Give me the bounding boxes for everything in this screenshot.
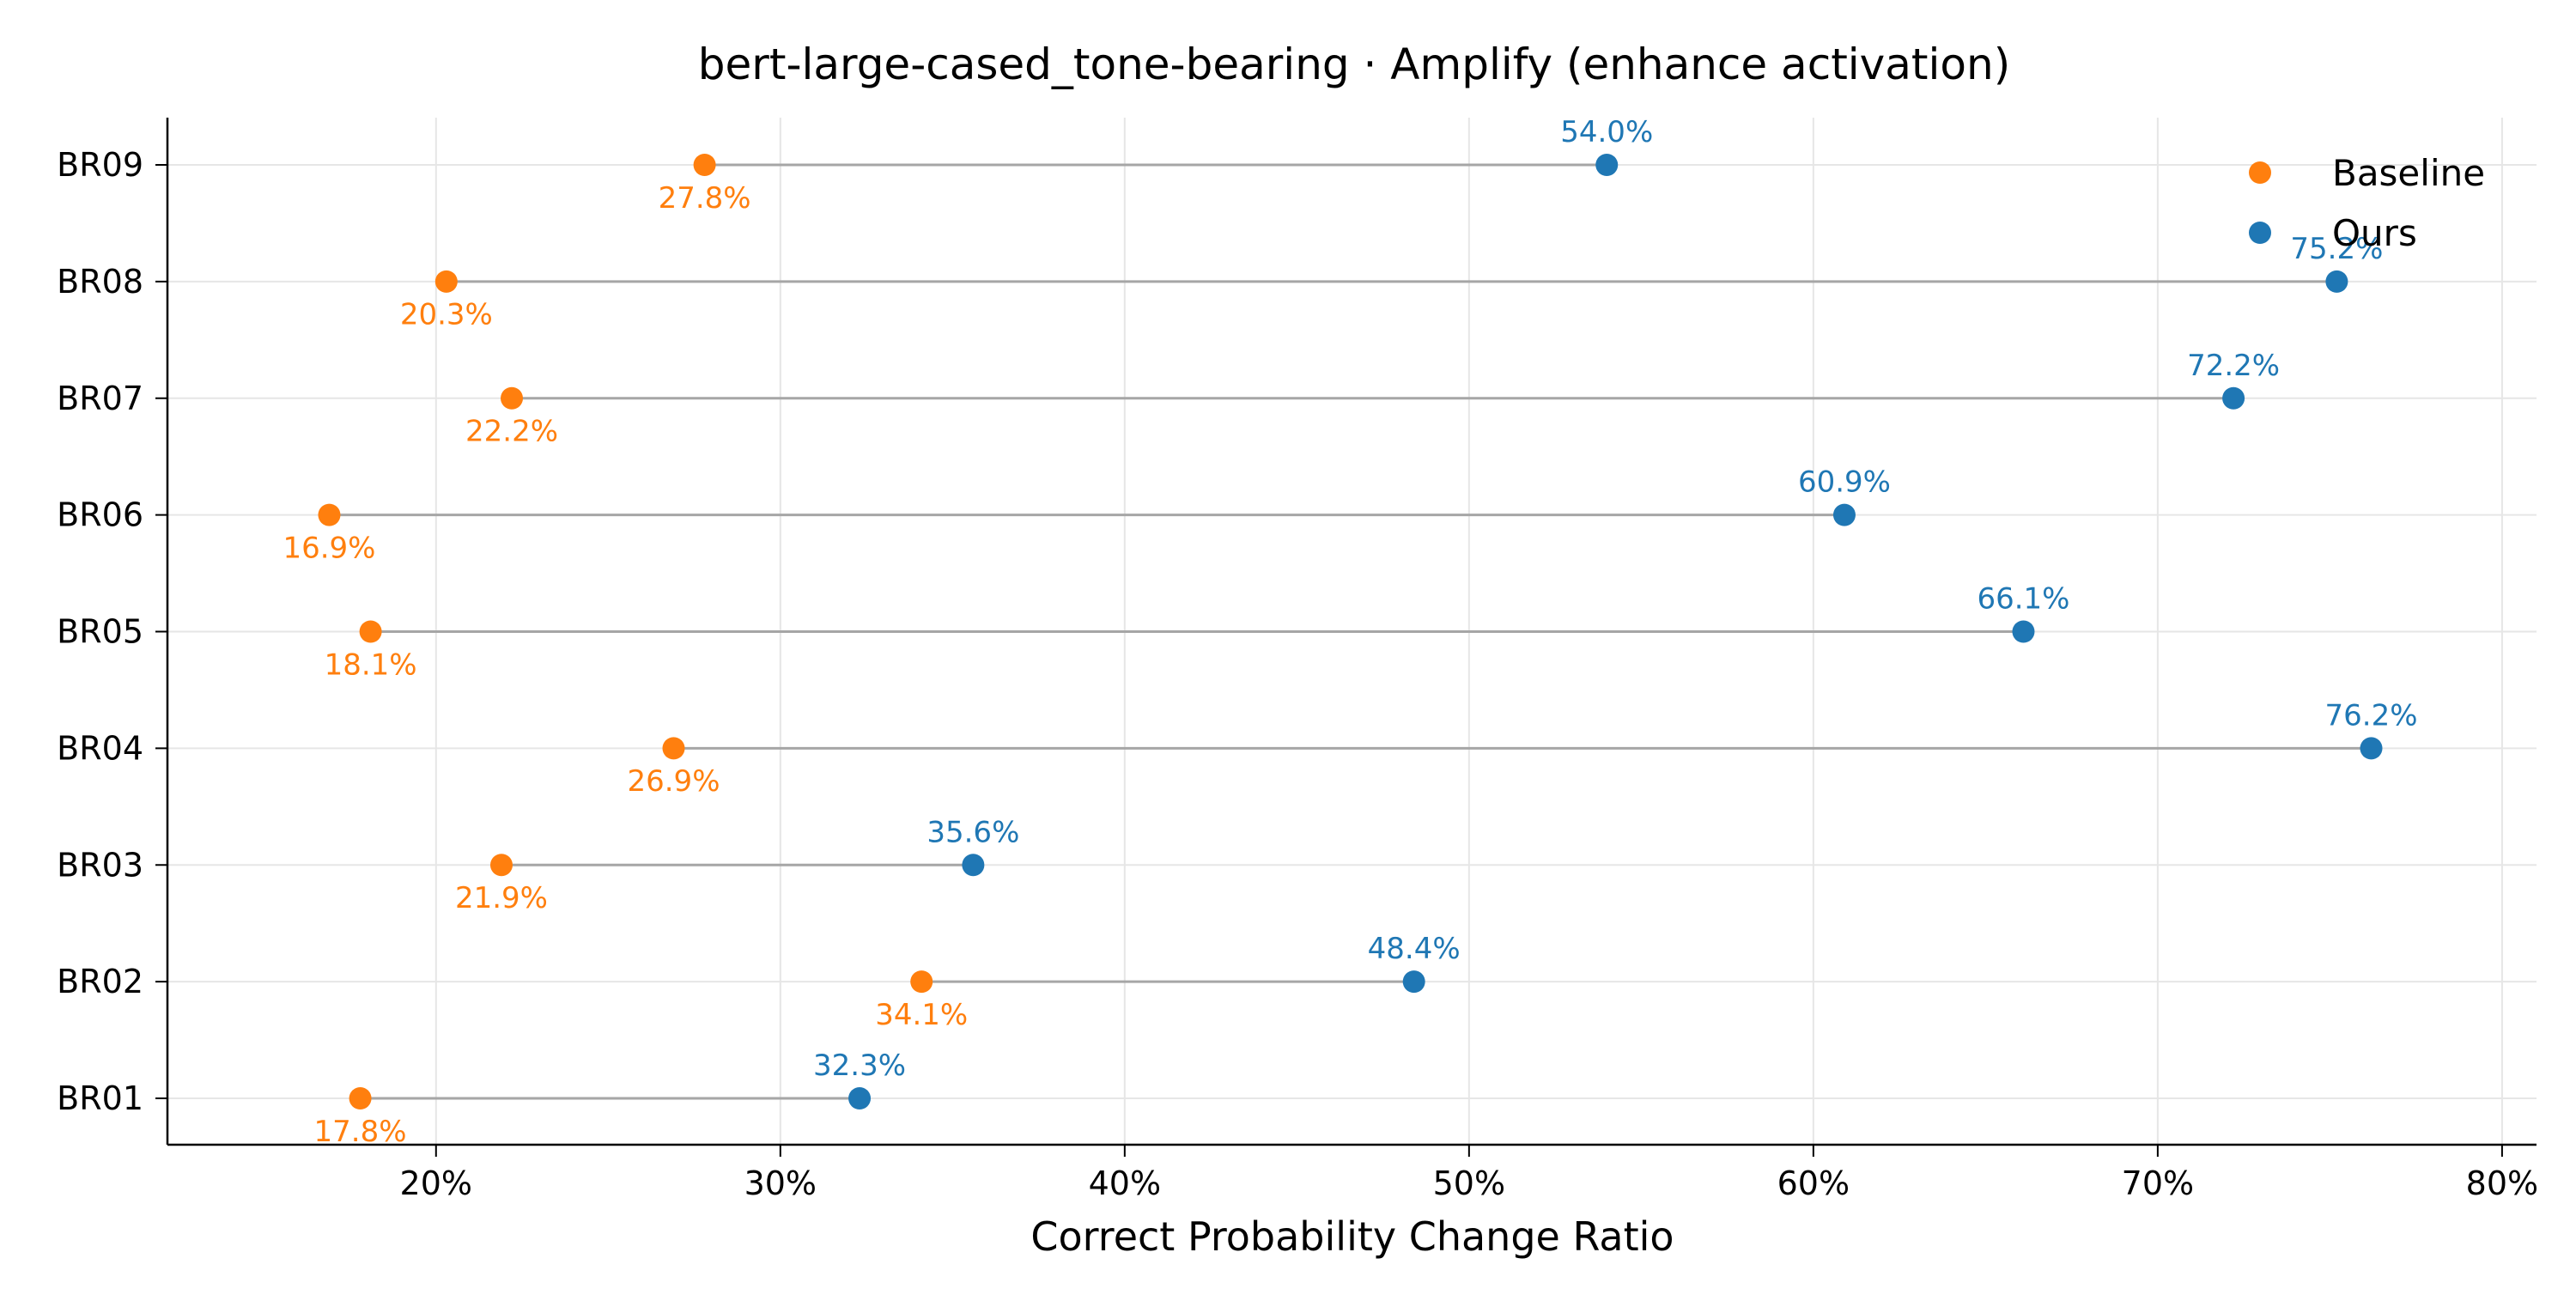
baseline-value-label: 26.9% xyxy=(627,764,720,799)
legend: Baseline Ours xyxy=(2249,152,2485,254)
ours-point xyxy=(2360,737,2383,760)
ours-point xyxy=(962,854,985,877)
ours-value-label: 35.6% xyxy=(927,815,1019,849)
legend-marker xyxy=(2249,161,2271,184)
ours-point xyxy=(848,1087,872,1109)
baseline-point xyxy=(501,386,524,410)
chart-title: bert-large-cased_tone-bearing · Amplify … xyxy=(698,40,2010,89)
ours-value-label: 54.0% xyxy=(1560,115,1653,149)
y-tick-label: BR06 xyxy=(57,496,143,534)
ours-point xyxy=(1595,154,1619,176)
baseline-point xyxy=(662,737,685,760)
baseline-point xyxy=(318,503,341,526)
x-tick-label: 50% xyxy=(1433,1164,1505,1202)
ours-value-label: 75.2% xyxy=(2290,232,2383,266)
ours-point xyxy=(1402,970,1425,994)
y-tick-label: BR01 xyxy=(57,1079,143,1117)
baseline-point xyxy=(489,854,513,877)
baseline-point xyxy=(359,620,382,643)
y-tick-label: BR09 xyxy=(57,146,143,184)
ours-point xyxy=(2222,386,2245,410)
baseline-value-label: 21.9% xyxy=(455,881,548,915)
y-tick-label: BR05 xyxy=(57,613,143,651)
baseline-point xyxy=(910,970,933,994)
baseline-value-label: 27.8% xyxy=(659,181,751,216)
legend-marker xyxy=(2249,222,2271,244)
x-ticks: 20% 30% 40% 50% 60% 70% 80% xyxy=(400,1145,2538,1202)
y-tick-label: BR02 xyxy=(57,963,143,1000)
baseline-value-label: 16.9% xyxy=(283,531,375,565)
y-ticks: BR01 BR02 BR03 BR04 BR05 BR06 BR07 BR08 BR09 xyxy=(57,146,167,1117)
x-tick-label: 40% xyxy=(1089,1164,1161,1202)
baseline-value-label: 18.1% xyxy=(325,647,417,682)
legend-label: Ours xyxy=(2332,212,2417,254)
x-tick-label: 80% xyxy=(2466,1164,2538,1202)
ours-value-label: 72.2% xyxy=(2187,349,2280,383)
ours-value-label: 60.9% xyxy=(1798,465,1891,500)
baseline-value-label: 22.2% xyxy=(465,415,558,449)
ours-value-label: 76.2% xyxy=(2325,698,2418,733)
x-tick-label: 20% xyxy=(400,1164,472,1202)
ours-value-label: 32.3% xyxy=(813,1049,906,1083)
baseline-point xyxy=(434,270,458,293)
ours-point xyxy=(1832,503,1856,526)
ours-value-label: 66.1% xyxy=(1977,582,2069,617)
baseline-point xyxy=(693,154,716,176)
connectors xyxy=(329,163,2372,1100)
x-tick-label: 70% xyxy=(2122,1164,2194,1202)
ours-value-label: 48.4% xyxy=(1368,932,1461,966)
legend-label: Baseline xyxy=(2332,152,2485,194)
data-points xyxy=(318,154,2383,1109)
y-tick-label: BR03 xyxy=(57,846,143,884)
x-tick-label: 60% xyxy=(1777,1164,1850,1202)
y-tick-label: BR07 xyxy=(57,380,143,417)
y-tick-label: BR08 xyxy=(57,263,143,301)
baseline-value-label: 34.1% xyxy=(875,998,968,1032)
x-tick-label: 30% xyxy=(744,1164,817,1202)
y-tick-label: BR04 xyxy=(57,729,143,767)
ours-point xyxy=(2325,270,2348,293)
x-axis-label: Correct Probability Change Ratio xyxy=(1030,1213,1674,1260)
baseline-point xyxy=(349,1087,372,1109)
ours-point xyxy=(2012,620,2035,643)
baseline-value-label: 17.8% xyxy=(314,1115,407,1149)
data-labels: 17.8% 32.3% 34.1% 48.4% 21.9% 35.6% 26.9% 76.2%… xyxy=(283,115,2417,1149)
baseline-value-label: 20.3% xyxy=(400,298,493,332)
